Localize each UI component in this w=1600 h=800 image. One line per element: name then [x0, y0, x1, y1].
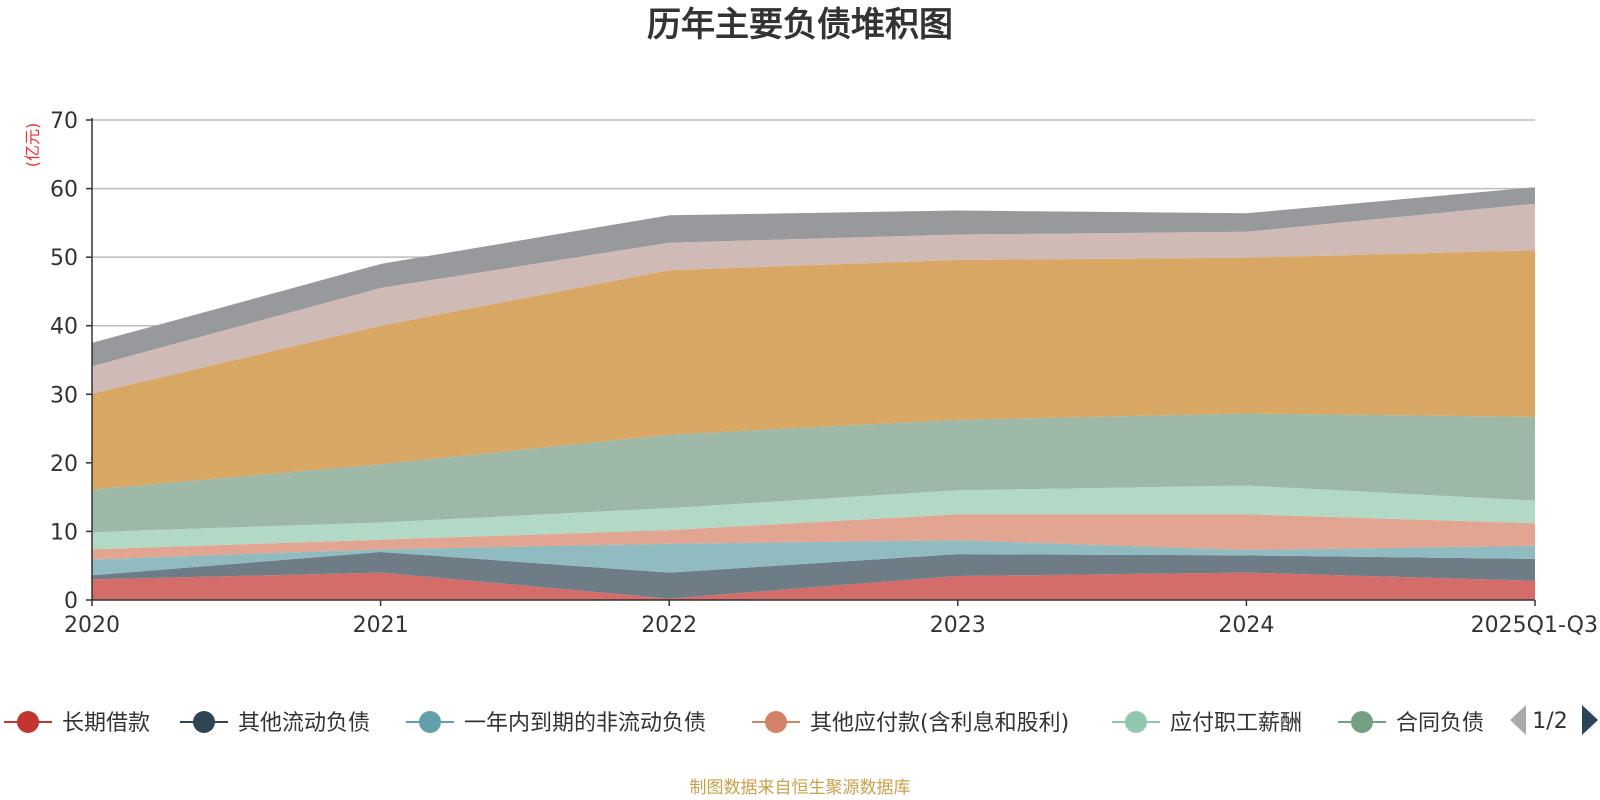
legend-item-其他流动负债[interactable]: 其他流动负债 [180, 711, 370, 736]
x-tick-label: 2020 [64, 613, 120, 638]
area-series-应付账款[interactable] [92, 250, 1535, 490]
legend-marker [193, 711, 215, 733]
y-tick-label: 40 [50, 315, 78, 340]
chart-title: 历年主要负债堆积图 [647, 5, 953, 45]
legend-label: 长期借款 [62, 711, 150, 736]
y-tick-label: 30 [50, 383, 78, 408]
area-series-其他流动负债[interactable] [92, 552, 1535, 599]
legend-marker [17, 711, 39, 733]
legend-label: 一年内到期的非流动负债 [464, 711, 706, 736]
x-tick-label: 2021 [353, 613, 409, 638]
area-series-长期借款[interactable] [92, 572, 1535, 600]
legend-marker [1351, 711, 1373, 733]
legend-pager: 1/2 [1510, 705, 1598, 735]
legend-item-其他应付款(含利息和股利)[interactable]: 其他应付款(含利息和股利) [752, 711, 1069, 736]
legend-label: 其他应付款(含利息和股利) [810, 711, 1069, 736]
area-series-合同负债[interactable] [92, 413, 1535, 533]
legend-marker [419, 711, 441, 733]
x-tick-label: 2023 [930, 613, 986, 638]
y-tick-label: 70 [50, 109, 78, 134]
y-tick-label: 0 [64, 589, 78, 614]
y-tick-label: 50 [50, 246, 78, 271]
legend[interactable]: 长期借款 其他流动负债 一年内到期的非流动负债 其他应付款(含利息和股利) 应付职工薪酬… [4, 711, 1484, 736]
legend-next-page-icon[interactable] [1582, 705, 1598, 735]
y-tick-label: 20 [50, 452, 78, 477]
stacked-areas [92, 187, 1535, 600]
legend-label: 其他流动负债 [238, 711, 370, 736]
legend-item-一年内到期的非流动负债[interactable]: 一年内到期的非流动负债 [406, 711, 706, 736]
y-axis-unit-label: (亿元) [23, 123, 42, 168]
area-series-其他应付款(含利息和股利)[interactable] [92, 514, 1535, 560]
y-tick-label: 60 [50, 178, 78, 203]
x-tick-label: 2022 [641, 613, 697, 638]
area-series-应付票据[interactable] [92, 203, 1535, 394]
legend-marker [765, 711, 787, 733]
axes: 0 10 20 30 40 50 60 70 2020 2021 2022 2023 2024 2025Q… [50, 109, 1598, 638]
legend-item-长期借款[interactable]: 长期借款 [4, 711, 150, 736]
legend-item-合同负债[interactable]: 合同负债 [1338, 711, 1484, 736]
legend-label: 应付职工薪酬 [1170, 711, 1302, 736]
y-tick-label: 10 [50, 520, 78, 545]
area-series-短期借款[interactable] [92, 187, 1535, 367]
x-tick-label: 2024 [1218, 613, 1274, 638]
x-tick-label: 2025Q1-Q3 [1471, 613, 1598, 638]
legend-item-应付职工薪酬[interactable]: 应付职工薪酬 [1112, 711, 1302, 736]
legend-marker [1125, 711, 1147, 733]
legend-label: 合同负债 [1396, 711, 1484, 736]
legend-page-indicator: 1/2 [1532, 709, 1567, 734]
legend-prev-page-icon[interactable] [1510, 705, 1526, 735]
area-series-应付职工薪酬[interactable] [92, 485, 1535, 550]
area-series-一年内到期的非流动负债[interactable] [92, 540, 1535, 576]
data-source-note: 制图数据来自恒生聚源数据库 [690, 778, 911, 798]
